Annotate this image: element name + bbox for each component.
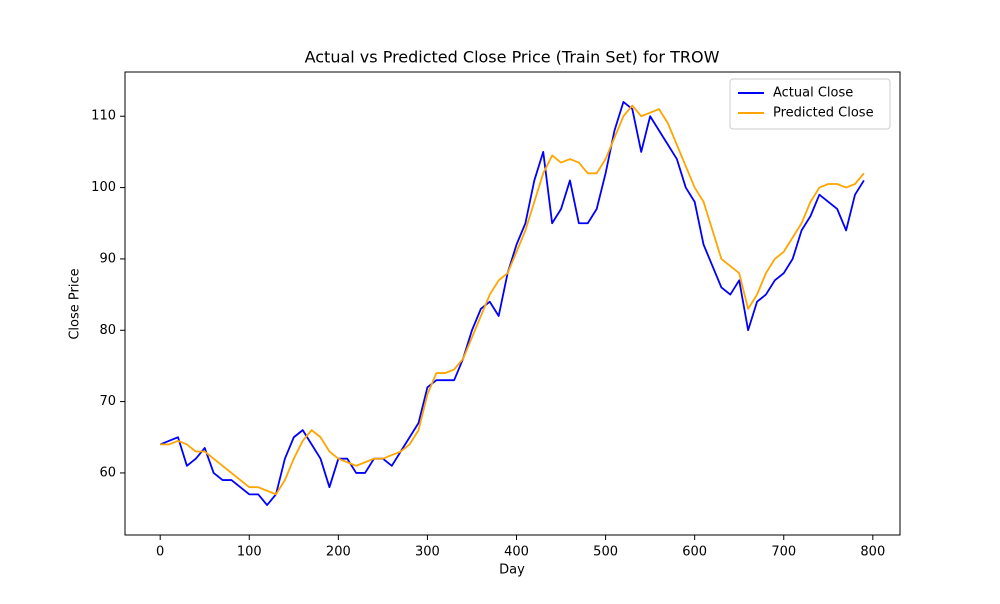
line-series	[159, 101, 865, 506]
x-tick-label: 100	[237, 545, 262, 560]
y-tick-label: 80	[99, 323, 116, 338]
x-tick-label: 600	[682, 545, 707, 560]
x-tick-label: 300	[415, 545, 440, 560]
y-tick-label: 70	[99, 394, 116, 409]
x-axis-label: Day	[499, 563, 525, 578]
x-tick-label: 200	[326, 545, 351, 560]
x-tick-label: 500	[593, 545, 618, 560]
legend-label: Predicted Close	[773, 106, 874, 121]
x-tick-label: 800	[860, 545, 885, 560]
x-tick-label: 400	[504, 545, 529, 560]
plot-frame	[124, 71, 901, 536]
y-axis-label: Close Price	[68, 268, 83, 339]
x-tick-label: 0	[156, 545, 164, 560]
legend-box	[729, 78, 891, 130]
line-series	[160, 104, 865, 496]
y-tick-label: 100	[91, 180, 116, 195]
x-tick-label: 700	[771, 545, 796, 560]
y-tick-label: 60	[99, 465, 116, 480]
chart-title: Actual vs Predicted Close Price (Train S…	[305, 48, 720, 67]
legend-label: Actual Close	[773, 86, 853, 101]
y-tick-label: 110	[91, 109, 116, 124]
y-tick-label: 90	[99, 251, 116, 266]
